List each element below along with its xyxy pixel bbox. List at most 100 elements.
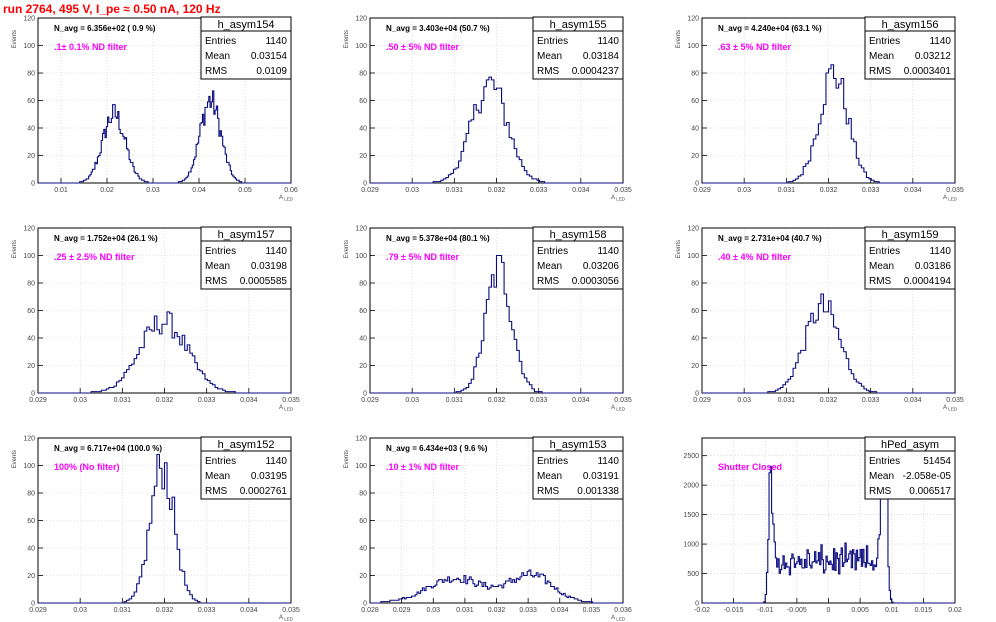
x-tick-label: 0.033 (519, 607, 537, 614)
x-tick-label: -0.015 (724, 607, 744, 614)
histogram-name: h_asym155 (550, 19, 607, 31)
stat-label: Entries (205, 246, 236, 257)
stat-label: RMS (537, 276, 560, 287)
x-tick-label: 0.031 (778, 187, 796, 194)
histogram-name: h_asym156 (882, 19, 939, 31)
n-avg-label: N_avg = 2.731e+04 (40.7 %) (718, 234, 822, 243)
x-tick-label: -0.005 (787, 607, 807, 614)
plot-frame (369, 17, 624, 184)
y-tick-label: 120 (23, 436, 35, 443)
y-tick-label: 40 (359, 126, 367, 133)
y-axis-title: Events (344, 30, 350, 48)
x-tick-label: 0.033 (198, 607, 216, 614)
y-tick-label: 0 (363, 181, 367, 188)
y-axis-title: Events (344, 450, 350, 468)
histogram-name: h_asym152 (218, 439, 275, 451)
y-tick-label: 60 (27, 98, 35, 105)
histogram-name: h_asym158 (550, 229, 607, 241)
x-tick-label: 0.02 (100, 187, 114, 194)
plot-frame (701, 227, 956, 394)
n-avg-label: N_avg = 1.752e+04 (26.1 %) (54, 234, 158, 243)
x-tick-label: 0.05 (238, 187, 252, 194)
stat-value: 0.0002761 (240, 486, 288, 497)
panel-h_asym158: 0.029 0.03 0.031 0.032 0.033 0.034 0.035 0 20 40 6… (344, 226, 632, 412)
y-tick-label: 100 (23, 463, 35, 470)
y-tick-label: 60 (691, 308, 699, 315)
n-avg-label: N_avg = 6.717e+04 (100.0 %) (54, 444, 162, 453)
x-tick-label: 0.031 (456, 607, 474, 614)
stat-value: 1140 (265, 36, 287, 47)
stat-label: RMS (537, 66, 560, 77)
stats-box (200, 436, 292, 500)
stat-label: Entries (869, 456, 900, 467)
x-tick-label: 0.032 (820, 397, 838, 404)
x-axis-title: A LED (611, 615, 626, 622)
n-avg-label: N_avg = 5.378e+04 (80.1 %) (386, 234, 490, 243)
histogram-name: h_asym153 (550, 439, 607, 451)
x-tick-label: 0.035 (946, 187, 964, 194)
stats-box (864, 436, 956, 500)
x-tick-label: 0.032 (488, 187, 506, 194)
x-tick-label: 0.03 (405, 397, 419, 404)
y-tick-label: 80 (691, 281, 699, 288)
y-tick-label: 20 (27, 363, 35, 370)
x-tick-label: 0.06 (284, 187, 298, 194)
x-tick-label: 0.03 (146, 187, 160, 194)
stat-value: 1140 (265, 246, 287, 257)
stat-label: Mean (537, 471, 562, 482)
panel-h_asym159: 0.029 0.03 0.031 0.032 0.033 0.034 0.035 0 20 40 6… (676, 226, 964, 412)
y-tick-label: 120 (687, 16, 699, 23)
n-avg-label: N_avg = 6.434e+03 ( 9.6 %) (386, 444, 488, 453)
y-tick-label: 120 (687, 226, 699, 233)
stats-box (200, 226, 292, 290)
plot-frame (369, 227, 624, 394)
panel-h_asym157: 0.029 0.03 0.031 0.032 0.033 0.034 0.035 0 20 40 6… (12, 226, 300, 412)
y-tick-label: 60 (27, 518, 35, 525)
x-tick-label: 0.03 (426, 607, 440, 614)
y-tick-label: 2000 (683, 483, 699, 490)
y-tick-label: 120 (355, 16, 367, 23)
y-axis-title: Events (12, 30, 18, 48)
x-tick-label: 0.032 (820, 187, 838, 194)
stat-label: Mean (869, 51, 894, 62)
histogram-name: hPed_asym (881, 439, 939, 451)
stat-value: 1140 (597, 456, 619, 467)
y-tick-label: 20 (691, 363, 699, 370)
x-tick-label: 0.015 (915, 607, 933, 614)
stat-value: 0.0003401 (904, 66, 952, 77)
x-axis-title: A LED (611, 195, 626, 202)
x-tick-label: 0 (827, 607, 831, 614)
stats-box (864, 16, 956, 80)
filter-label: .10 ± 1% ND filter (386, 462, 459, 472)
y-tick-label: 100 (23, 43, 35, 50)
x-tick-label: 0.034 (572, 187, 590, 194)
stat-value: 1140 (597, 36, 619, 47)
y-tick-label: 100 (355, 253, 367, 260)
y-tick-label: 500 (687, 571, 699, 578)
y-tick-label: 80 (27, 71, 35, 78)
stat-label: Mean (205, 471, 230, 482)
stats-box (532, 226, 624, 290)
y-tick-label: 80 (359, 281, 367, 288)
x-tick-label: 0.032 (488, 397, 506, 404)
y-tick-label: 0 (31, 601, 35, 608)
histogram-name: h_asym157 (218, 229, 275, 241)
plot-frame (37, 227, 292, 394)
x-tick-label: 0.031 (446, 187, 464, 194)
plot-frame (37, 437, 292, 604)
y-tick-label: 0 (695, 391, 699, 398)
histogram-line (370, 569, 623, 604)
histogram-line (702, 437, 955, 604)
stat-label: Mean (205, 261, 230, 272)
x-tick-label: 0.035 (282, 397, 300, 404)
panel-hPed_asym: -0.02 -0.015 -0.01 -0.005 0 0.005 0.01 0.015 0.0… (683, 436, 962, 614)
x-tick-label: 0.033 (530, 397, 548, 404)
stat-value: 0.03191 (583, 471, 620, 482)
y-tick-label: 100 (687, 253, 699, 260)
x-tick-label: 0.03 (73, 397, 87, 404)
x-tick-label: 0.034 (240, 397, 258, 404)
y-tick-label: 80 (27, 281, 35, 288)
x-tick-label: 0.029 (361, 187, 379, 194)
y-tick-label: 120 (23, 16, 35, 23)
